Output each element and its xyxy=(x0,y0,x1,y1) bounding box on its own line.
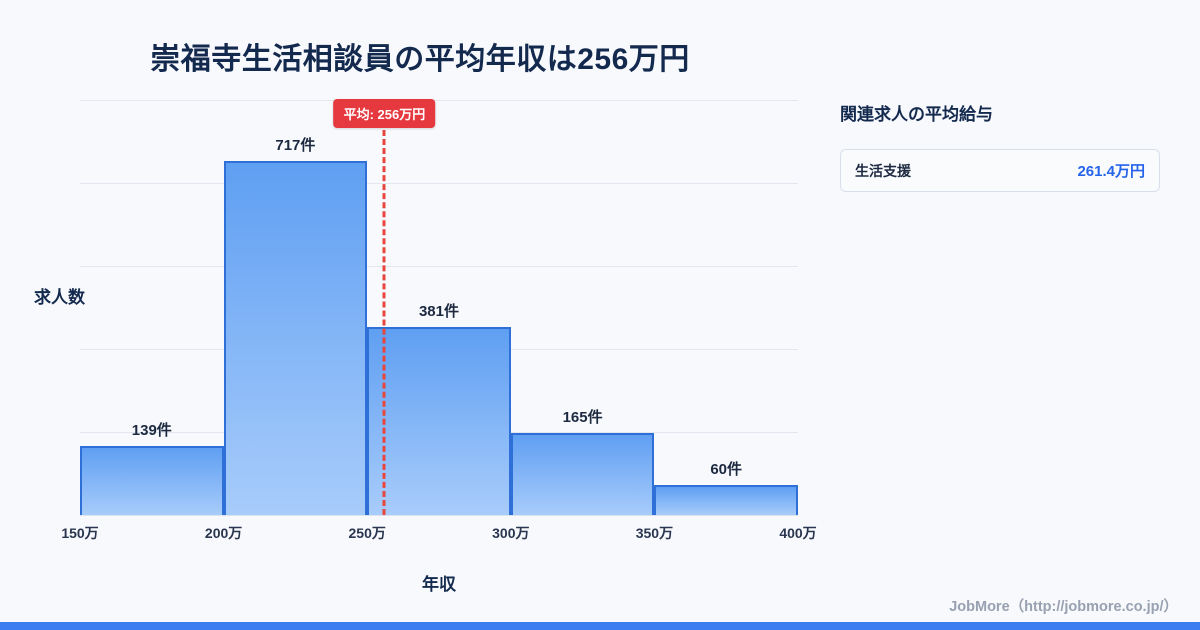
bar-cell: 381件 xyxy=(367,100,511,515)
related-job-label: 生活支援 xyxy=(855,162,911,179)
x-tick-label: 200万 xyxy=(204,525,243,541)
bar xyxy=(510,433,655,515)
x-tick-label: 350万 xyxy=(635,525,674,541)
x-axis-label: 年収 xyxy=(422,575,456,594)
y-axis-label: 求人数 xyxy=(34,288,85,307)
x-ticks: 150万 200万 250万 300万 350万 400万 xyxy=(61,515,816,541)
bar xyxy=(367,326,511,515)
bar xyxy=(80,446,224,515)
bar-value-label: 165件 xyxy=(562,409,603,427)
bar-value-label: 139件 xyxy=(131,422,172,440)
bar-cell: 717件 xyxy=(223,100,368,515)
x-tick-label: 300万 xyxy=(492,525,530,541)
gridline xyxy=(80,515,798,516)
salary-histogram: 139件 717件 381件 165件 60件 平均: 256万円 150万 200万 25… xyxy=(34,99,817,594)
bar-value-label: 60件 xyxy=(710,461,743,479)
bar-cell: 165件 xyxy=(510,100,655,515)
bar-value-label: 381件 xyxy=(418,302,459,320)
mean-line xyxy=(382,130,386,515)
related-job-value: 261.4万円 xyxy=(1077,163,1145,180)
footer-credit: JobMore（http://jobmore.co.jp/） xyxy=(949,599,1178,615)
related-jobs-heading: 関連求人の平均給与 xyxy=(840,105,993,124)
bar xyxy=(654,485,798,515)
mean-label: 平均: 256万円 xyxy=(333,99,436,128)
x-tick-label: 250万 xyxy=(348,525,386,541)
bar-value-label: 717件 xyxy=(275,136,316,154)
gridline xyxy=(80,100,798,101)
x-tick-label: 150万 xyxy=(61,525,99,541)
related-jobs-panel: 関連求人の平均給与 生活支援 261.4万円 xyxy=(840,100,1160,192)
related-job-item: 生活支援 261.4万円 xyxy=(840,149,1160,192)
bottom-accent-strip xyxy=(0,622,1200,630)
bars: 139件 717件 381件 165件 60件 xyxy=(80,100,798,515)
gridline xyxy=(80,183,798,184)
bar-cell: 60件 xyxy=(654,100,798,515)
gridline xyxy=(80,266,798,267)
bar-cell: 139件 xyxy=(80,100,224,515)
page-title: 崇福寺生活相談員の平均年収は256万円 xyxy=(150,43,690,76)
bar xyxy=(223,160,368,515)
x-tick-label: 400万 xyxy=(779,525,817,541)
